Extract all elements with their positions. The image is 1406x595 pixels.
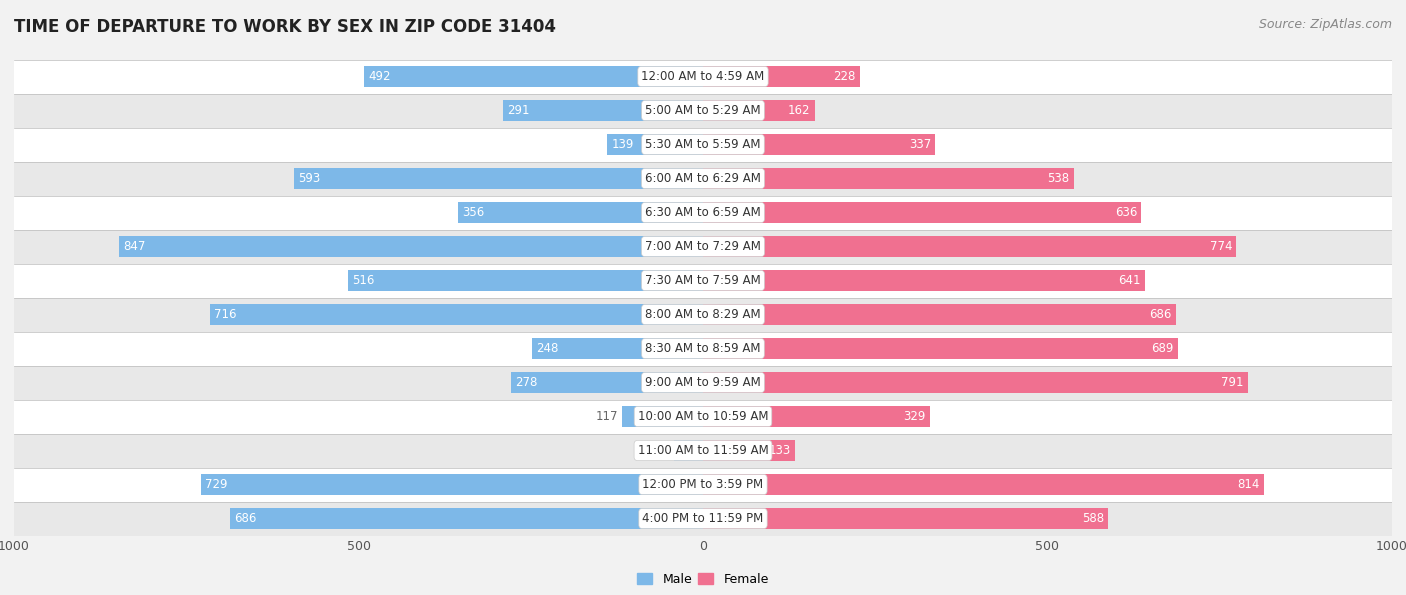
Text: 10:00 AM to 10:59 AM: 10:00 AM to 10:59 AM [638, 410, 768, 423]
Bar [231, 508, 703, 529]
Bar [120, 236, 703, 256]
Text: 7:30 AM to 7:59 AM: 7:30 AM to 7:59 AM [645, 274, 761, 287]
Text: 716: 716 [214, 308, 236, 321]
Text: 689: 689 [1152, 342, 1174, 355]
Bar [673, 440, 703, 461]
Text: Source: ZipAtlas.com: Source: ZipAtlas.com [1258, 18, 1392, 31]
Bar [14, 127, 1392, 161]
Bar [14, 399, 1392, 434]
Bar [14, 196, 1392, 230]
Bar [364, 66, 703, 87]
Text: 588: 588 [1081, 512, 1104, 525]
Text: 8:30 AM to 8:59 AM: 8:30 AM to 8:59 AM [645, 342, 761, 355]
Text: 139: 139 [612, 138, 634, 151]
Text: 337: 337 [908, 138, 931, 151]
Text: 729: 729 [205, 478, 228, 491]
Text: 248: 248 [536, 342, 558, 355]
Text: 162: 162 [787, 104, 810, 117]
Bar [703, 168, 1074, 189]
Bar [14, 502, 1392, 536]
Bar [703, 202, 1142, 223]
Bar [531, 339, 703, 359]
Bar [623, 406, 703, 427]
Bar [14, 93, 1392, 127]
Text: 847: 847 [124, 240, 146, 253]
Bar [502, 101, 703, 121]
Text: 12:00 AM to 4:59 AM: 12:00 AM to 4:59 AM [641, 70, 765, 83]
Bar [703, 304, 1175, 325]
Bar [458, 202, 703, 223]
Bar [209, 304, 703, 325]
Text: 291: 291 [506, 104, 529, 117]
Bar [703, 474, 1264, 494]
Text: 5:30 AM to 5:59 AM: 5:30 AM to 5:59 AM [645, 138, 761, 151]
Text: 791: 791 [1222, 376, 1244, 389]
Bar [703, 339, 1178, 359]
Bar [607, 134, 703, 155]
Bar [703, 134, 935, 155]
Text: 329: 329 [903, 410, 925, 423]
Text: 8:00 AM to 8:29 AM: 8:00 AM to 8:29 AM [645, 308, 761, 321]
Bar [703, 270, 1144, 291]
Text: 636: 636 [1115, 206, 1137, 219]
Text: 5:00 AM to 5:29 AM: 5:00 AM to 5:29 AM [645, 104, 761, 117]
Text: 6:00 AM to 6:29 AM: 6:00 AM to 6:29 AM [645, 172, 761, 185]
Text: 11:00 AM to 11:59 AM: 11:00 AM to 11:59 AM [638, 444, 768, 457]
Bar [14, 468, 1392, 502]
Bar [14, 60, 1392, 93]
Text: 686: 686 [1149, 308, 1171, 321]
Bar [14, 331, 1392, 365]
Bar [14, 230, 1392, 264]
Bar [294, 168, 703, 189]
Text: 686: 686 [235, 512, 257, 525]
Bar [703, 101, 814, 121]
Bar [703, 406, 929, 427]
Bar [14, 434, 1392, 468]
Text: 516: 516 [352, 274, 374, 287]
Text: 492: 492 [368, 70, 391, 83]
Text: 9:00 AM to 9:59 AM: 9:00 AM to 9:59 AM [645, 376, 761, 389]
Text: 593: 593 [298, 172, 321, 185]
Bar [347, 270, 703, 291]
Text: 42: 42 [655, 444, 669, 457]
Text: 774: 774 [1209, 240, 1232, 253]
Text: 356: 356 [461, 206, 484, 219]
Bar [703, 66, 860, 87]
Bar [703, 236, 1236, 256]
Bar [703, 508, 1108, 529]
Text: 641: 641 [1118, 274, 1140, 287]
Bar [703, 440, 794, 461]
Text: 814: 814 [1237, 478, 1260, 491]
Bar [201, 474, 703, 494]
Text: 12:00 PM to 3:59 PM: 12:00 PM to 3:59 PM [643, 478, 763, 491]
Bar [512, 372, 703, 393]
Text: 538: 538 [1047, 172, 1070, 185]
Text: 6:30 AM to 6:59 AM: 6:30 AM to 6:59 AM [645, 206, 761, 219]
Text: 117: 117 [596, 410, 619, 423]
Text: TIME OF DEPARTURE TO WORK BY SEX IN ZIP CODE 31404: TIME OF DEPARTURE TO WORK BY SEX IN ZIP … [14, 18, 555, 36]
Text: 278: 278 [516, 376, 538, 389]
Text: 133: 133 [768, 444, 790, 457]
Legend: Male, Female: Male, Female [633, 568, 773, 591]
Bar [14, 298, 1392, 331]
Bar [14, 264, 1392, 298]
Bar [14, 161, 1392, 196]
Text: 4:00 PM to 11:59 PM: 4:00 PM to 11:59 PM [643, 512, 763, 525]
Text: 228: 228 [834, 70, 856, 83]
Bar [14, 365, 1392, 399]
Bar [703, 372, 1249, 393]
Text: 7:00 AM to 7:29 AM: 7:00 AM to 7:29 AM [645, 240, 761, 253]
